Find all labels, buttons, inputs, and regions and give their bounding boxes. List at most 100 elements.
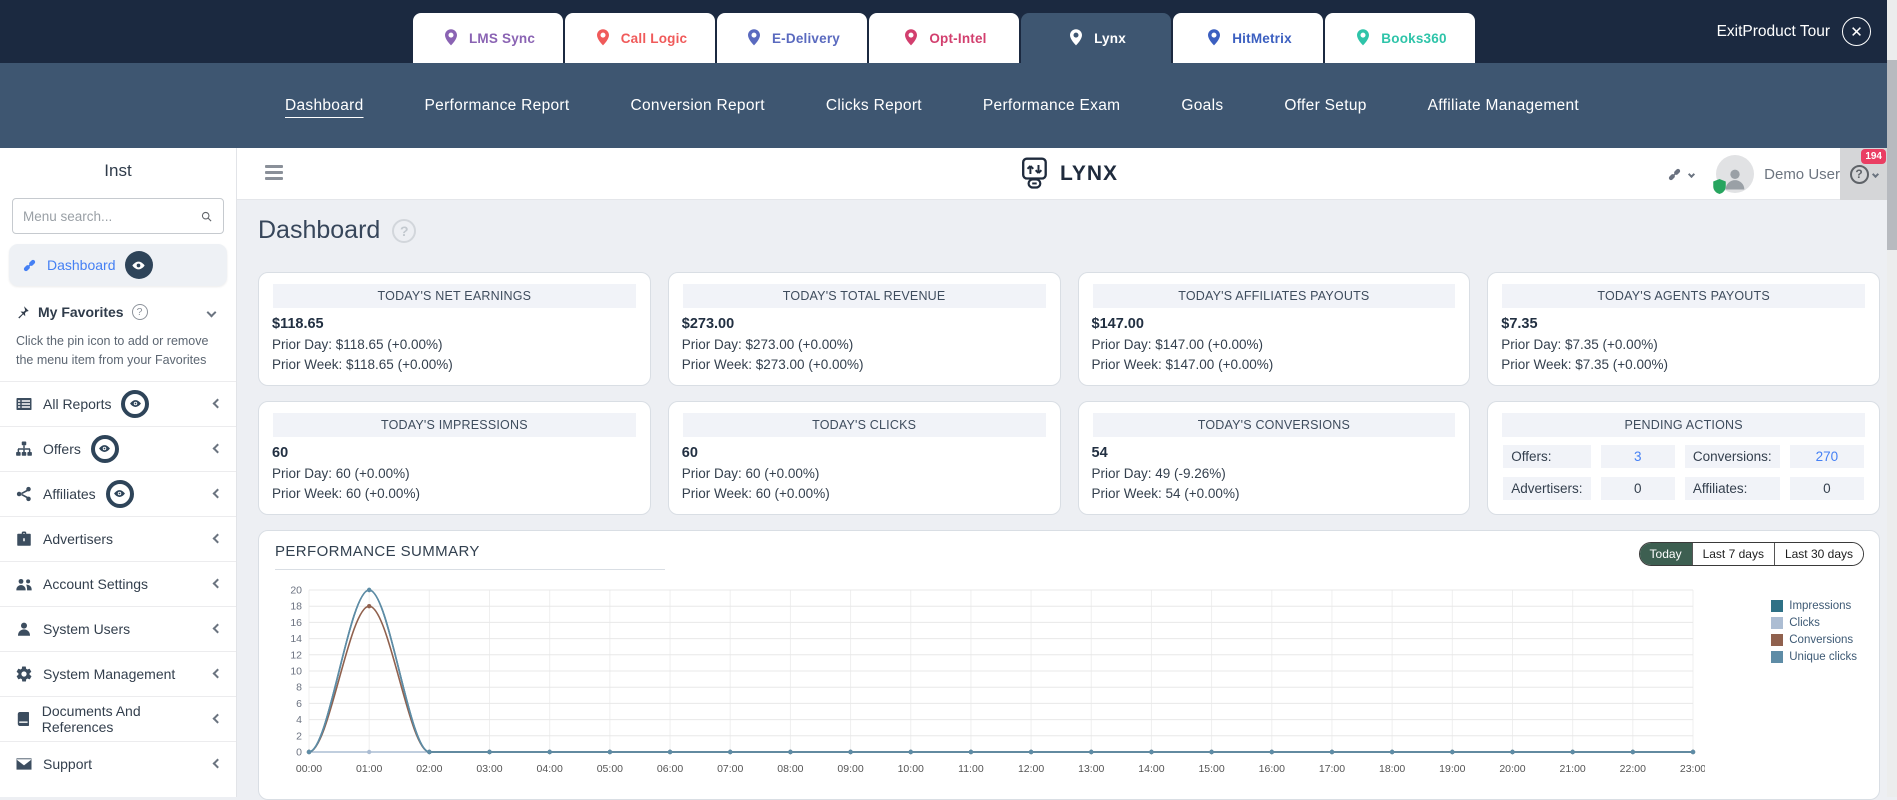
eye-badge[interactable] (105, 479, 134, 508)
product-tab-opt-intel[interactable]: Opt-Intel (869, 13, 1019, 63)
range-button-last-7-days[interactable]: Last 7 days (1692, 543, 1775, 566)
nav-item-performance-exam[interactable]: Performance Exam (982, 96, 1121, 114)
svg-text:19:00: 19:00 (1439, 763, 1465, 775)
pending-value-offers[interactable]: 3 (1600, 445, 1675, 469)
eye-badge[interactable] (121, 389, 150, 418)
chevron-left-icon (212, 533, 223, 544)
svg-text:22:00: 22:00 (1620, 763, 1646, 775)
stat-card-title: TODAY'S AGENTS PAYOUTS (1502, 284, 1865, 308)
svg-text:21:00: 21:00 (1560, 763, 1586, 775)
svg-text:04:00: 04:00 (537, 763, 563, 775)
sidebar-item-affiliates[interactable]: Affiliates (0, 470, 236, 516)
header-actions: Demo User (1666, 148, 1840, 200)
product-tab-lynx[interactable]: Lynx (1021, 13, 1171, 63)
nav-item-performance-report[interactable]: Performance Report (424, 96, 570, 114)
pending-value-conversions[interactable]: 270 (1789, 445, 1864, 469)
sidebar-item-label: Advertisers (43, 530, 114, 547)
nav-item-clicks-report[interactable]: Clicks Report (825, 96, 922, 114)
search-icon (201, 211, 212, 221)
nav-item-offer-setup[interactable]: Offer Setup (1284, 96, 1367, 114)
product-tab-lms-sync[interactable]: LMS Sync (413, 13, 563, 63)
svg-text:13:00: 13:00 (1078, 763, 1104, 775)
product-tab-hitmetrix[interactable]: HitMetrix (1173, 13, 1323, 63)
legend-label: Impressions (1789, 600, 1852, 613)
sidebar-item-support[interactable]: Support (0, 740, 236, 786)
stat-card-title: TODAY'S AFFILIATES PAYOUTS (1092, 284, 1456, 308)
sidebar-item-dashboard[interactable]: Dashboard (9, 244, 227, 286)
page-help-icon[interactable]: ? (392, 218, 417, 243)
nav-item-dashboard[interactable]: Dashboard (285, 96, 364, 114)
stat-card-prior-week: Prior Week: $147.00 (+0.00%) (1091, 356, 1274, 372)
sidebar-item-offers[interactable]: Offers (0, 425, 236, 471)
page-scrollbar (1887, 0, 1897, 797)
chevron-left-icon (212, 488, 223, 499)
brand-logo: LYNX (237, 148, 1897, 200)
sidebar-item-system-users[interactable]: System Users (0, 605, 236, 651)
user-menu[interactable]: Demo User (1713, 155, 1840, 194)
main-nav-bar: Dashboard Performance Report Conversion Re… (0, 63, 1897, 148)
product-tab-label: Call Logic (620, 30, 688, 46)
stat-card-title: TODAY'S NET EARNINGS (273, 284, 636, 308)
brand-name: LYNX (1059, 162, 1119, 185)
svg-text:23:00: 23:00 (1680, 763, 1705, 775)
favorites-header[interactable]: My Favorites ? (0, 304, 236, 320)
stat-card-value: $273.00 (681, 316, 735, 332)
pending-label-offers: Offers: (1503, 445, 1591, 469)
eye-icon (130, 400, 141, 408)
sidebar-item-label: Affiliates (43, 485, 96, 502)
menu-search-input[interactable] (23, 208, 200, 224)
eye-icon (99, 445, 111, 453)
sidebar-item-account-settings[interactable]: Account Settings (0, 560, 236, 606)
help-dropdown[interactable]: ? 194 (1840, 148, 1887, 200)
org-label: Inst (104, 161, 132, 180)
svg-text:03:00: 03:00 (476, 763, 502, 775)
chevron-left-icon (212, 713, 223, 724)
range-button-today[interactable]: Today (1639, 543, 1693, 566)
svg-text:20:00: 20:00 (1499, 763, 1525, 775)
stat-card-title: TODAY'S CONVERSIONS (1092, 413, 1456, 438)
nav-item-goals[interactable]: Goals (1181, 96, 1224, 114)
legend-item-unique-clicks[interactable]: Unique clicks (1771, 651, 1857, 664)
legend-item-conversions[interactable]: Conversions (1771, 634, 1857, 647)
eye-badge[interactable] (90, 434, 119, 463)
book-icon (17, 711, 29, 726)
legend-item-impressions[interactable]: Impressions (1771, 600, 1857, 613)
stat-card-prior-week: Prior Week: $7.35 (+0.00%) (1501, 356, 1668, 372)
sidebar-item-label: All Reports (43, 395, 112, 412)
chevron-left-icon (212, 398, 223, 409)
sidebar-item-label: Dashboard (47, 257, 116, 273)
user-icon (18, 622, 30, 636)
eye-badge[interactable] (124, 251, 153, 279)
sidebar-item-system-management[interactable]: System Management (0, 650, 236, 696)
svg-text:10:00: 10:00 (898, 763, 924, 775)
sidebar-item-documents-and-references[interactable]: Documents And References (0, 695, 236, 741)
product-tab-e-delivery[interactable]: E-Delivery (717, 13, 867, 63)
quick-links-dropdown[interactable] (1666, 166, 1696, 183)
svg-text:11:00: 11:00 (958, 763, 984, 775)
notification-count-badge: 194 (1861, 149, 1886, 164)
product-tab-call-logic[interactable]: Call Logic (565, 13, 715, 63)
exit-product-tour-button[interactable]: ExitProduct Tour ✕ (1717, 0, 1871, 63)
svg-text:07:00: 07:00 (717, 763, 743, 775)
product-tab-label: HitMetrix (1232, 30, 1292, 46)
chevron-left-icon (212, 443, 223, 454)
nav-item-conversion-report[interactable]: Conversion Report (630, 96, 765, 114)
caret-down-icon (1688, 170, 1696, 178)
product-switcher-bar: LMS Sync Call Logic E-Delivery Opt-Intel Lyn… (0, 0, 1897, 63)
svg-text:02:00: 02:00 (416, 763, 442, 775)
product-tab-label: Books360 (1381, 30, 1447, 46)
sidebar-item-all-reports[interactable]: All Reports (0, 380, 236, 426)
product-tab-books360[interactable]: Books360 (1325, 13, 1475, 63)
range-button-last-30-days[interactable]: Last 30 days (1774, 543, 1863, 566)
hamburger-menu-icon[interactable] (265, 165, 283, 183)
scrollbar-thumb[interactable] (1887, 60, 1897, 250)
svg-text:16:00: 16:00 (1259, 763, 1285, 775)
menu-search (12, 198, 224, 234)
nav-item-affiliate-management[interactable]: Affiliate Management (1427, 96, 1579, 114)
legend-item-clicks[interactable]: Clicks (1771, 617, 1857, 630)
hitmetrix-pin-icon (1208, 29, 1221, 46)
performance-chart: 0 2 4 6 8 10 12 14 16 18 20 00:00 01:00 02:00 03:00 04:… (290, 585, 1706, 776)
caret-down-icon (1871, 170, 1879, 178)
sidebar-item-advertisers[interactable]: Advertisers (0, 515, 236, 561)
